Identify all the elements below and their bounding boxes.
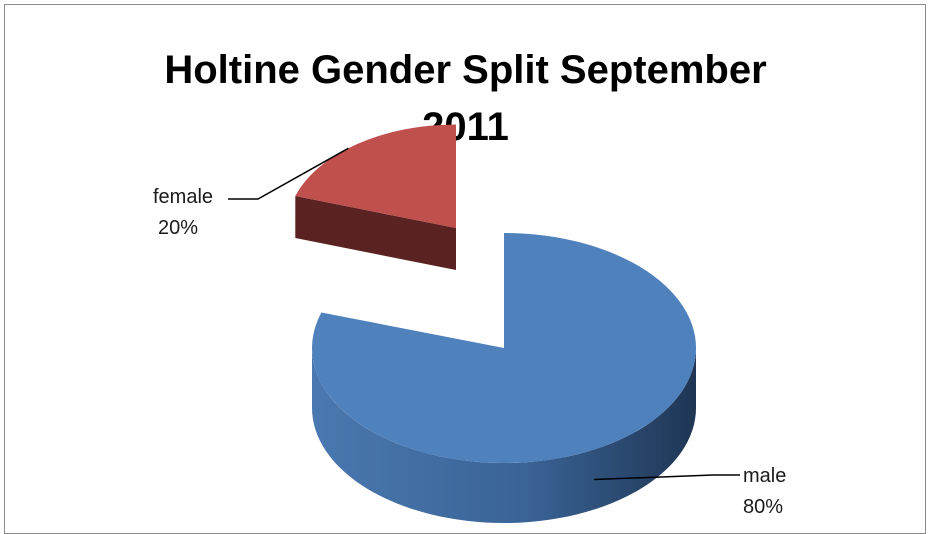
data-label-male-percent: 80% — [743, 496, 783, 518]
data-label-male-name: male — [743, 465, 786, 487]
data-label-female-name: female — [153, 186, 213, 208]
pie-slice-female-side — [295, 196, 456, 270]
pie-slice-male — [312, 233, 697, 464]
leader-line-male — [594, 474, 740, 481]
data-label-female-percent: 20% — [158, 217, 198, 239]
leader-line-female — [228, 147, 349, 200]
pie-slice-female — [295, 124, 456, 228]
chart-title-line-1: Holtine Gender Split September — [164, 48, 767, 92]
